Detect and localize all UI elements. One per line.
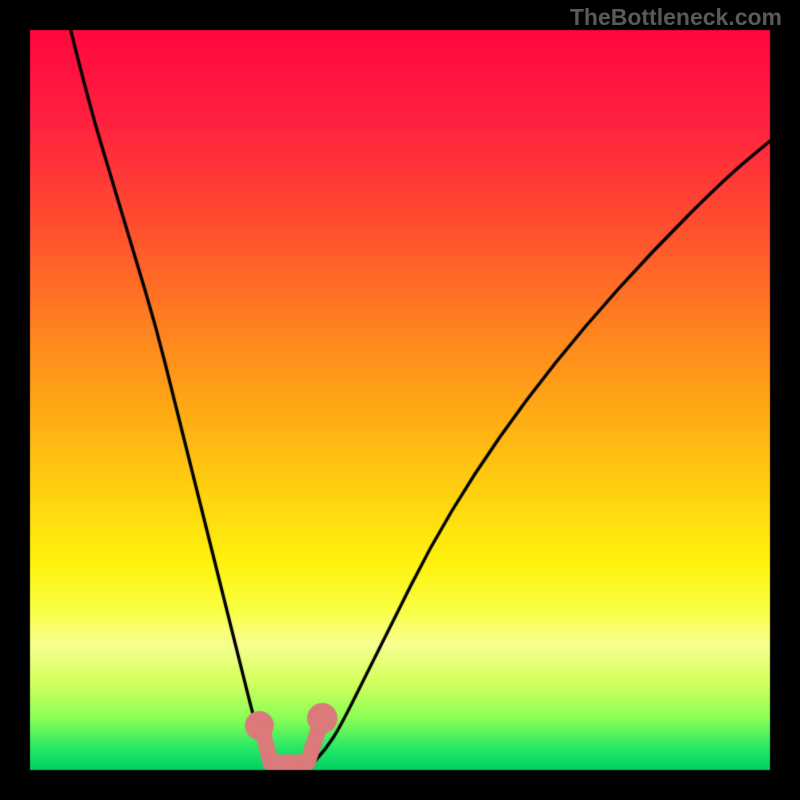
chart-stage: TheBottleneck.com [0, 0, 800, 800]
bottleneck-chart-canvas [0, 0, 800, 800]
watermark-text: TheBottleneck.com [570, 4, 782, 31]
